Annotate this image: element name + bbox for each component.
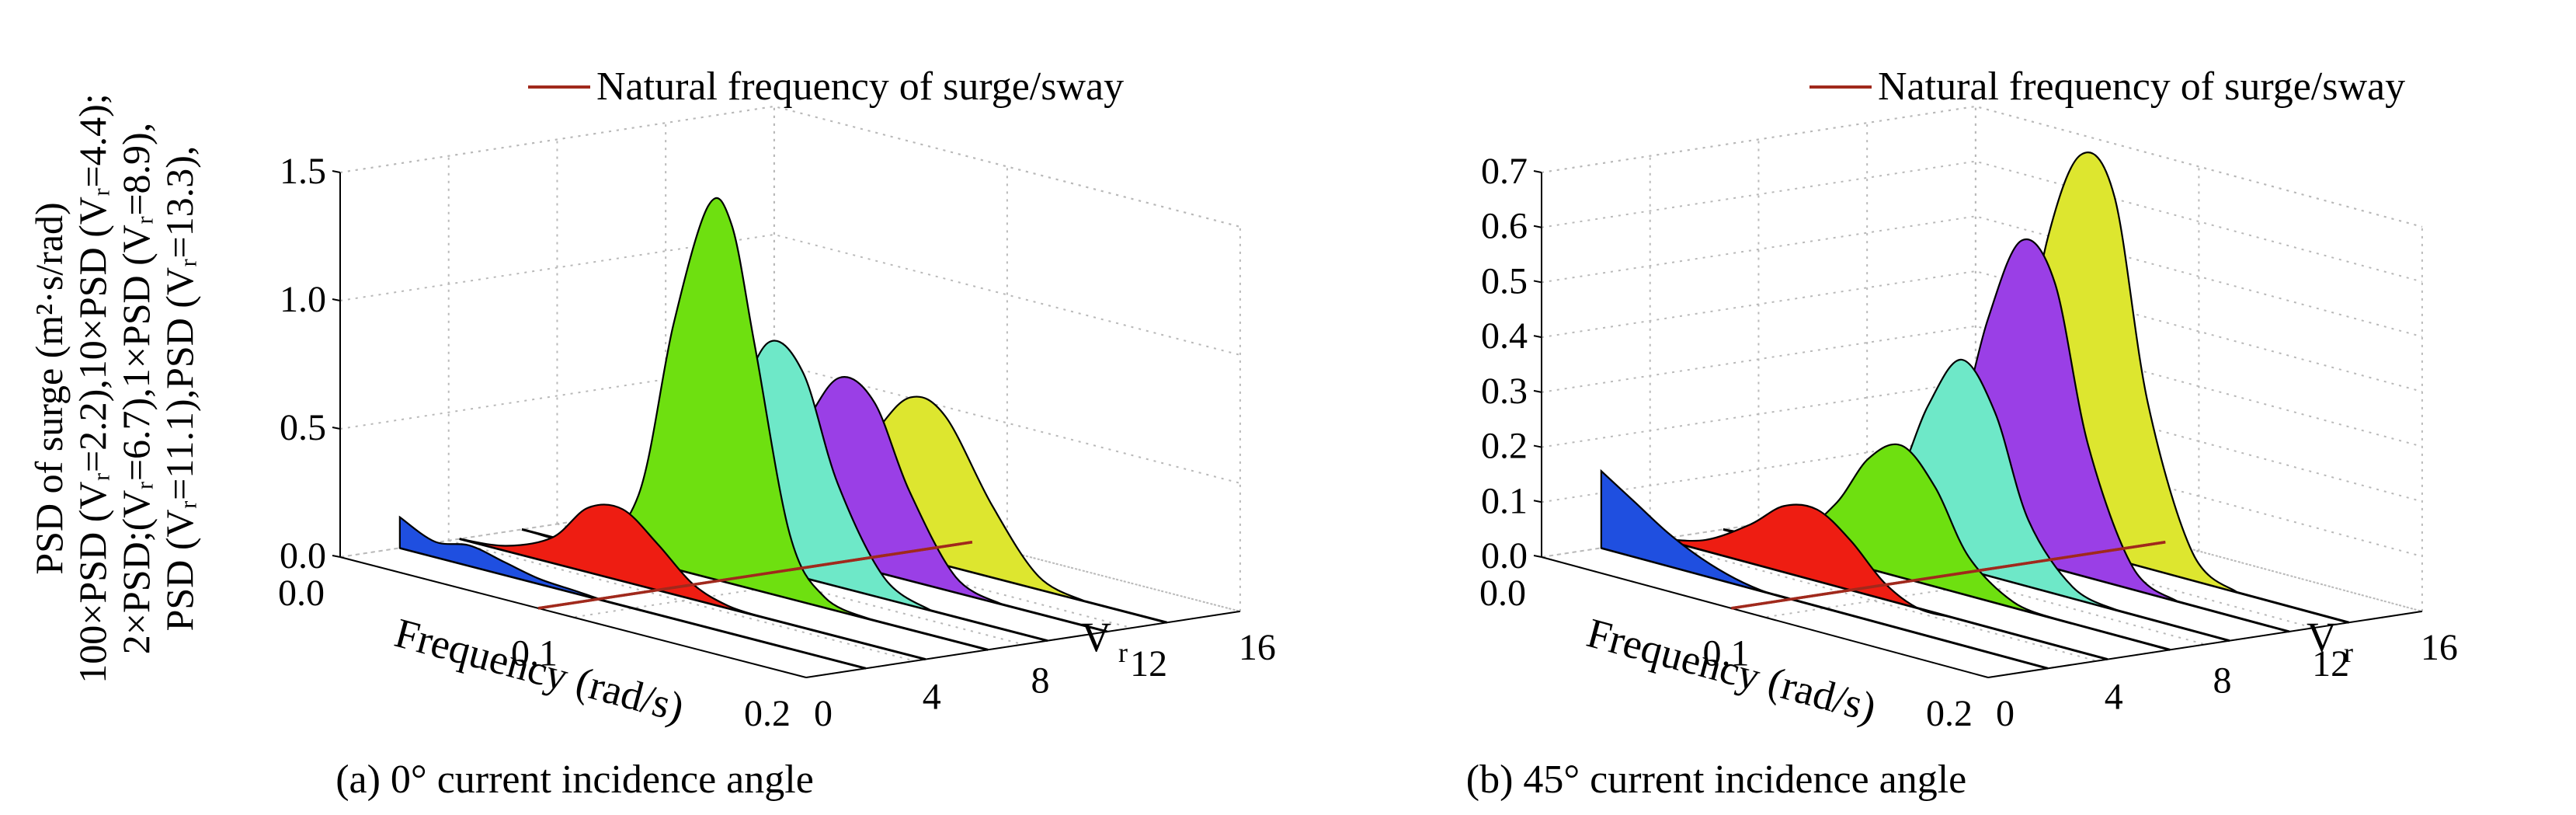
x-axis-line (339, 556, 807, 678)
gridline-z (1541, 215, 2423, 338)
z-tick (1533, 335, 1542, 339)
z-tick-label: 0.0 (1481, 535, 1528, 576)
legend-label: Natural frequency of surge/sway (1878, 64, 2405, 109)
v-axis-label-main: V (1081, 614, 1111, 660)
psd-curve-vr-4-4 (1660, 503, 1952, 618)
y-axis-label-line-2: 100×PSD (Vᵣ=2.2),10×PSD (Vᵣ=4.4); (71, 93, 114, 683)
z-tick (332, 555, 341, 558)
z-tick (332, 298, 341, 301)
z-tick-label: 0.5 (280, 407, 326, 448)
figure-caption: (b) 45° current incidence angle (1466, 758, 1967, 802)
panel-a: 0.0 0.5 1.0 1.5 0.0 0.1 0.2 0 4 8 12 16 Frequency (r… (278, 64, 1276, 802)
z-tick-label: 0.7 (1481, 151, 1528, 192)
v-tick-label: 0 (814, 693, 833, 734)
series-group (1600, 152, 2349, 670)
v-tick-label: 12 (1130, 643, 1167, 684)
grid-top (1541, 105, 2423, 228)
v-tick-label: 4 (2105, 677, 2123, 718)
v-tick-label: 16 (1239, 627, 1276, 668)
x-tick-label: 0.1 (1703, 633, 1750, 674)
panel-b: 0.0 0.1 0.2 0.3 0.4 0.5 0.6 0.7 0.0 0.1 0.2 0 4 8 12 16… (1466, 64, 2458, 802)
x-axis-line (1541, 556, 1989, 678)
z-tick-label: 0.0 (280, 535, 326, 576)
y-axis-label-line-4: PSD (Vᵣ=11.1),PSD (Vᵣ=13.3), (158, 146, 201, 632)
x-axis-label: Frequency (rad/s) (1582, 609, 1881, 731)
gridline-z (1541, 380, 2423, 503)
v-axis-line (1987, 610, 2423, 678)
legend-label: Natural frequency of surge/sway (596, 64, 1124, 109)
v-axis-label-sub: r (1111, 637, 1128, 668)
v-axis-label-sub: r (2337, 637, 2353, 668)
z-tick-label: 0.6 (1481, 206, 1528, 247)
v-axis-label: V r (1081, 614, 1128, 668)
v-tick-label: 8 (1031, 660, 1049, 701)
gridline-z (1541, 105, 2423, 228)
x-tick-label: 0.2 (1926, 693, 1973, 734)
z-tick-label: 0.5 (1481, 260, 1528, 301)
natural-frequency-line-front (1731, 541, 2166, 610)
z-tick (1533, 555, 1542, 558)
z-tick (1533, 389, 1542, 393)
gridline-z (1541, 160, 2423, 283)
v-tick-label: 0 (1996, 693, 2015, 734)
v-tick-label: 8 (2213, 660, 2231, 701)
z-tick (1533, 500, 1542, 503)
x-tick-label: 0.0 (278, 573, 325, 614)
gridline-z (339, 105, 1241, 228)
z-tick-label: 0.3 (1481, 371, 1528, 412)
v-tick-label: 4 (923, 677, 941, 718)
psd-curve-vr-2-2 (1600, 468, 1837, 612)
z-tick (332, 170, 341, 173)
gridline-z (1541, 489, 2423, 612)
z-tick-label: 1.5 (280, 151, 326, 192)
x-tick-label: 0.1 (511, 633, 558, 674)
y-axis-label: PSD of surge (m²·s/rad) 100×PSD (Vᵣ=2.2)… (27, 93, 201, 683)
z-tick (1533, 170, 1542, 173)
v-axis-label: V r (2307, 614, 2353, 668)
y-axis-label-line-3: 2×PSD;(Vᵣ=6.7),1×PSD (Vᵣ=8.9), (114, 123, 158, 654)
z-tick-label: 0.1 (1481, 480, 1528, 521)
psd-curve-vr-4-4 (459, 503, 763, 618)
series-group (398, 197, 1167, 670)
grid-top (339, 105, 1241, 228)
x-tick-label: 0.2 (744, 693, 791, 734)
v-tick-label: 12 (2312, 643, 2349, 684)
figure-caption: (a) 0° current incidence angle (335, 758, 814, 802)
gridline-z (339, 233, 1241, 356)
z-tick-label: 1.0 (280, 279, 326, 320)
z-tick (332, 427, 341, 430)
v-axis-label-main: V (2307, 614, 2337, 660)
y-axis-label-line-1: PSD of surge (m²·s/rad) (27, 202, 71, 574)
z-tick-label: 0.2 (1481, 426, 1528, 467)
v-tick-label: 16 (2421, 627, 2458, 668)
z-tick (1533, 444, 1542, 448)
gridline-z (1541, 435, 2423, 558)
psd-curve-vr-2-2 (398, 515, 645, 612)
natural-frequency-line-front (537, 541, 973, 610)
x-tick-label: 0.0 (1479, 573, 1526, 614)
z-tick (1533, 280, 1542, 284)
z-tick-label: 0.4 (1481, 315, 1528, 357)
v-axis-line (805, 610, 1241, 678)
gridline-z (1541, 325, 2423, 448)
x-axis-label: Frequency (rad/s) (390, 609, 689, 731)
z-tick (1533, 225, 1542, 228)
gridline-z (1541, 270, 2423, 393)
